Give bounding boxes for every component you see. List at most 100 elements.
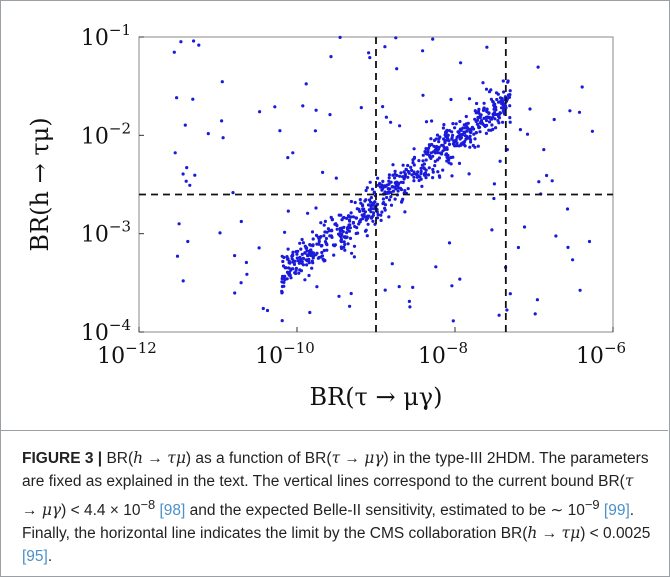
scatter-point [311, 237, 315, 241]
scatter-point [406, 187, 410, 191]
scatter-point [307, 258, 311, 262]
scatter-point [349, 211, 353, 215]
scatter-point [387, 179, 391, 183]
scatter-point [449, 162, 453, 166]
scatter-point [533, 312, 537, 316]
scatter-point [447, 241, 452, 245]
scatter-point [409, 165, 413, 169]
scatter-point [220, 119, 224, 123]
scatter-point [463, 134, 467, 138]
scatter-point [441, 126, 445, 130]
scatter-point [340, 218, 344, 222]
scatter-point [381, 179, 385, 183]
scatter-point [325, 248, 329, 252]
scatter-point [484, 87, 489, 91]
scatter-point [371, 213, 375, 217]
scatter-point [431, 167, 435, 172]
scatter-point [587, 239, 592, 244]
scatter-point [381, 197, 385, 201]
scatter-point [536, 65, 540, 69]
scatter-point [286, 156, 290, 160]
scatter-point [323, 240, 328, 244]
scatter-point [289, 276, 293, 280]
scatter-point [379, 213, 383, 217]
scatter-point [258, 110, 262, 114]
scatter-point [398, 186, 403, 190]
scatter-point [424, 158, 428, 162]
scatter-point [346, 242, 350, 246]
scatter-point [355, 207, 359, 211]
scatter-point [459, 143, 463, 147]
scatter-point [451, 155, 455, 159]
scatter-point [454, 122, 458, 126]
scatter-point [354, 216, 359, 220]
citation-link[interactable]: [95] [22, 548, 48, 566]
scatter-point [369, 196, 373, 200]
scatter-point [482, 101, 486, 105]
scatter-point [490, 228, 494, 232]
scatter-point [498, 111, 502, 115]
scatter-point [372, 190, 376, 195]
scatter-point [406, 169, 410, 174]
scatter-point [239, 219, 243, 224]
scatter-point [501, 79, 505, 83]
scatter-point [328, 113, 332, 117]
scatter-point [528, 107, 532, 111]
scatter-point [550, 179, 554, 183]
scatter-point [387, 215, 391, 219]
scatter-point [389, 203, 394, 207]
scatter-point [301, 104, 305, 108]
scatter-point [478, 121, 482, 125]
scatter-point [492, 107, 496, 111]
scatter-point [432, 138, 437, 142]
scatter-point [366, 203, 371, 207]
scatter-point [390, 185, 394, 189]
x-tick-label: 10−10 [255, 339, 315, 369]
scatter-point [261, 306, 265, 311]
scatter-point [403, 172, 407, 176]
citation-link[interactable]: [98] [159, 502, 186, 520]
scatter-point [305, 246, 309, 250]
scatter-point [421, 49, 425, 53]
scatter-point [441, 143, 445, 147]
caption-divider [0, 430, 668, 576]
scatter-point [339, 245, 343, 249]
scatter-point [291, 151, 295, 155]
caption-fragment: h [133, 449, 144, 467]
scatter-point [359, 106, 363, 110]
scatter-point [447, 142, 452, 146]
scatter-point [459, 61, 463, 65]
scatter-point [361, 209, 365, 213]
scatter-point [430, 142, 434, 147]
scatter-point [489, 88, 493, 92]
scatter-point [298, 258, 302, 263]
scatter-point [273, 105, 277, 109]
scatter-point [345, 231, 349, 235]
caption-fragment: τμ [167, 449, 186, 467]
scatter-point [383, 206, 387, 210]
scatter-point [332, 253, 336, 257]
scatter-point [469, 130, 473, 135]
scatter-point [387, 198, 392, 202]
scatter-point [310, 266, 314, 270]
scatter-point [380, 188, 384, 192]
scatter-point [355, 226, 359, 230]
caption-fragment: −9 [584, 497, 600, 512]
scatter-point [184, 179, 188, 183]
figure-caption: FIGURE 3 | BR(h → τμ) as a function of B… [22, 447, 652, 568]
citation-link[interactable]: [99] [603, 502, 630, 520]
scatter-point [417, 159, 421, 163]
scatter-point [334, 222, 338, 226]
caption-fragment: −8 [140, 497, 156, 512]
scatter-point [366, 222, 370, 226]
scatter-point [364, 188, 368, 193]
scatter-point [319, 255, 323, 259]
scatter-point [451, 319, 455, 323]
scatter-point [188, 183, 192, 187]
scatter-point [401, 197, 405, 201]
scatter-point [295, 252, 299, 256]
scatter-point [322, 248, 326, 253]
scatter-point [391, 189, 395, 193]
scatter-point [317, 242, 321, 246]
scatter-point [506, 80, 510, 84]
